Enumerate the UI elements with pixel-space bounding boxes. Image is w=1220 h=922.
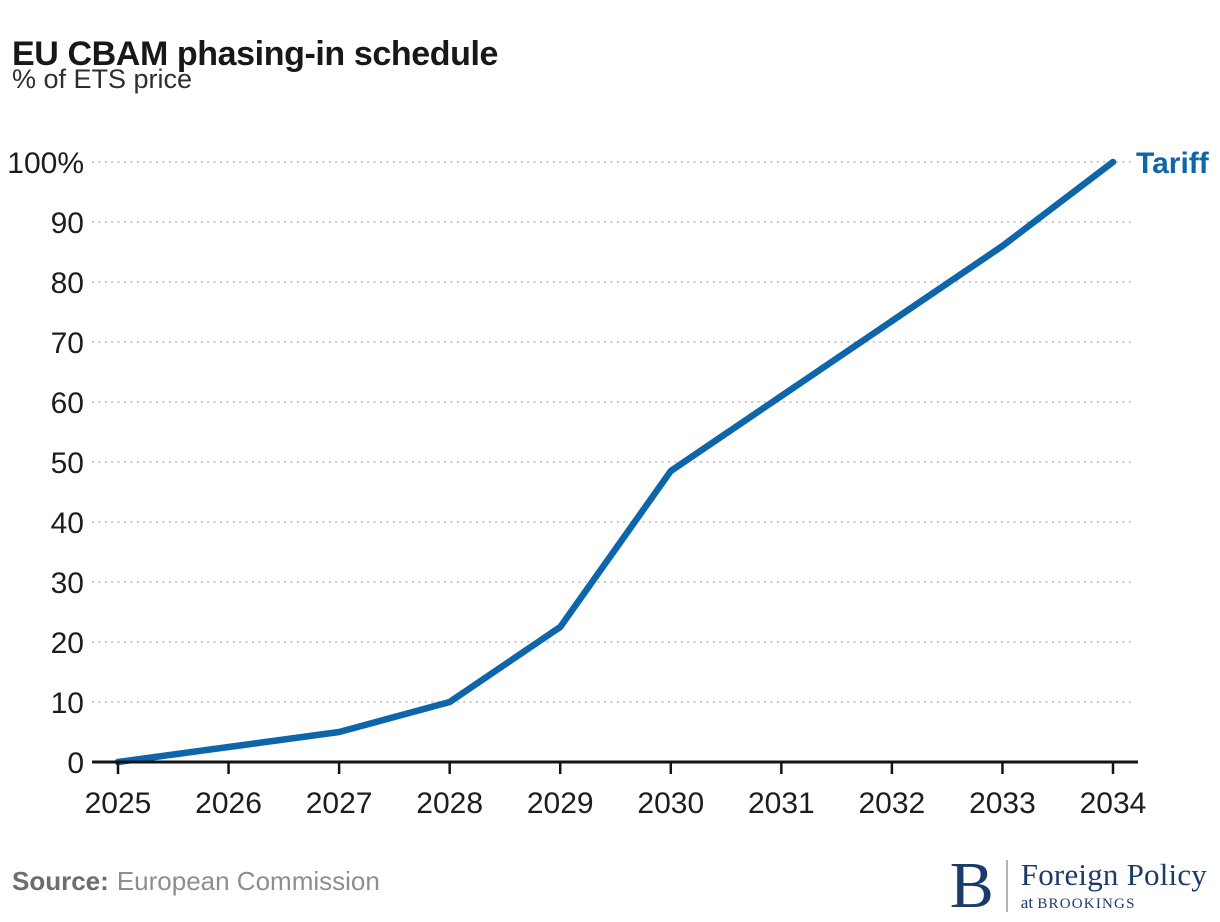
y-tick-label: 30 [51,567,84,600]
source-note: Source: European Commission [12,866,380,897]
x-tick-label: 2030 [637,787,704,820]
series-end-label: Tariff [1136,147,1210,180]
source-label: Source: [12,866,109,896]
brookings-b-mark: B [949,848,994,922]
brookings-logo: B Foreign Policy at BROOKINGS [949,848,1207,922]
source-text: European Commission [116,866,380,896]
y-tick-label: 40 [51,507,84,540]
x-tick-label: 2027 [306,787,373,820]
logo-text: Foreign Policy at BROOKINGS [1021,859,1207,912]
y-tick-label: 0 [67,747,84,780]
y-tick-label: 50 [51,447,84,480]
x-tick-label: 2026 [195,787,262,820]
y-tick-label: 60 [51,387,84,420]
x-tick-label: 2032 [859,787,926,820]
logo-divider [1005,859,1008,912]
y-tick-label: 10 [51,687,84,720]
x-tick-label: 2029 [527,787,594,820]
y-tick-label: 20 [51,627,84,660]
y-tick-label: 80 [51,267,84,300]
logo-foreign-policy: Foreign Policy [1020,857,1207,893]
chart-subtitle: % of ETS price [12,64,193,94]
x-tick-label: 2031 [748,787,815,820]
x-tick-label: 2025 [85,787,152,820]
y-tick-label: 90 [51,207,84,240]
y-tick-label: 70 [51,327,84,360]
logo-at-brookings: at BROOKINGS [1020,893,1136,913]
x-tick-label: 2028 [416,787,483,820]
chart-title: EU CBAM phasing-in schedule [12,34,499,73]
x-tick-label: 2034 [1080,787,1147,820]
tariff-line [114,158,1117,766]
y-tick-label: 100% [7,147,84,180]
x-tick-label: 2033 [969,787,1036,820]
